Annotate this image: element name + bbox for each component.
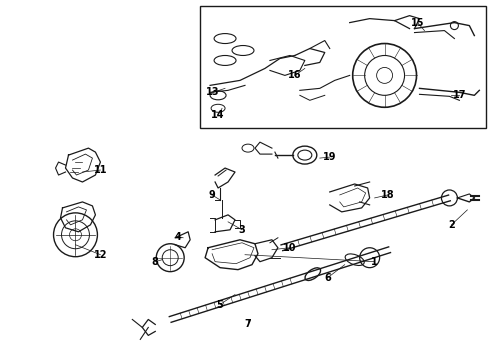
Text: 11: 11	[94, 165, 107, 175]
Text: 9: 9	[209, 190, 216, 200]
Text: 7: 7	[245, 319, 251, 329]
Text: 19: 19	[323, 152, 337, 162]
Text: 1: 1	[371, 257, 378, 267]
Text: 4: 4	[175, 232, 182, 242]
Text: 8: 8	[152, 257, 159, 267]
Text: 15: 15	[411, 18, 424, 28]
Text: 2: 2	[448, 220, 455, 230]
Bar	[200, 6, 486, 128]
Text: 3: 3	[239, 225, 245, 235]
Text: 13: 13	[206, 87, 220, 97]
Text: 10: 10	[283, 243, 296, 253]
Text: 12: 12	[94, 250, 107, 260]
Text: 5: 5	[217, 300, 223, 310]
Text: 16: 16	[288, 71, 302, 80]
Text: 14: 14	[211, 110, 225, 120]
Text: 18: 18	[381, 190, 394, 200]
Text: 6: 6	[324, 273, 331, 283]
Text: 17: 17	[453, 90, 466, 100]
